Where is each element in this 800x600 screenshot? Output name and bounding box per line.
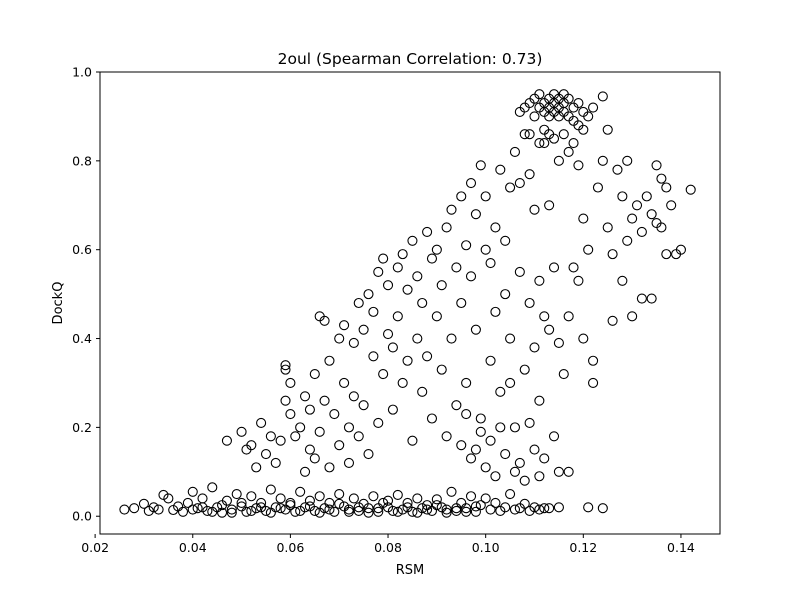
x-tick-label: 0.10 (472, 540, 500, 555)
y-tick-label: 0.6 (72, 242, 92, 257)
x-tick-label: 0.02 (81, 540, 109, 555)
x-axis-label: RSM (396, 563, 425, 578)
x-tick-label: 0.14 (667, 540, 695, 555)
y-tick-label: 1.0 (72, 65, 92, 80)
x-tick-label: 0.08 (374, 540, 402, 555)
y-tick-label: 0.4 (72, 331, 92, 346)
x-tick-label: 0.06 (276, 540, 304, 555)
chart-title: 2oul (Spearman Correlation: 0.73) (278, 50, 543, 68)
y-tick-label: 0.0 (72, 509, 92, 524)
x-tick-label: 0.12 (569, 540, 597, 555)
y-tick-label: 0.8 (72, 153, 92, 168)
x-tick-label: 0.04 (179, 540, 207, 555)
y-tick-label: 0.2 (72, 420, 92, 435)
y-axis-label: DockQ (51, 282, 66, 325)
